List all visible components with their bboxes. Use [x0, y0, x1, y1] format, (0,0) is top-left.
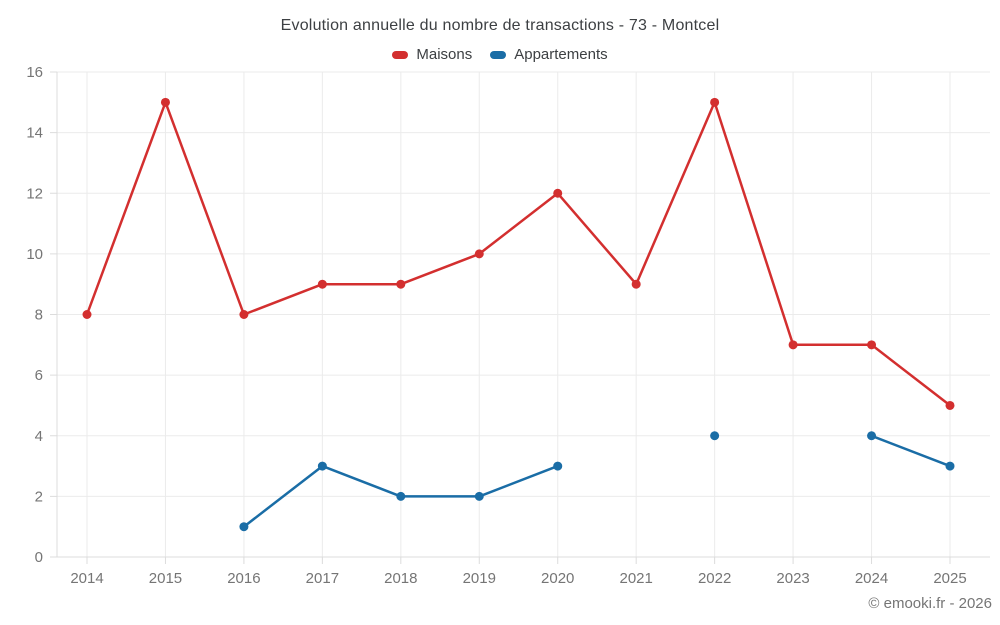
data-point-maisons-2021	[631, 279, 641, 289]
attribution-text: © emooki.fr - 2026	[868, 595, 992, 612]
data-point-maisons-2024	[867, 340, 877, 350]
y-tick-label: 4	[35, 428, 43, 445]
data-point-maisons-2014	[82, 310, 92, 319]
data-point-maisons-2017	[317, 279, 327, 289]
data-point-maisons-2023	[788, 340, 798, 350]
y-tick-label: 16	[26, 64, 43, 81]
y-tick-label: 0	[35, 549, 43, 566]
x-tick-label: 2020	[541, 570, 574, 587]
data-point-appartements-2024	[867, 431, 877, 441]
x-tick-label: 2017	[306, 570, 339, 587]
x-tick-label: 2019	[463, 570, 496, 587]
y-tick-label: 10	[26, 246, 43, 263]
data-point-maisons-2022	[710, 97, 720, 107]
data-point-maisons-2015	[160, 97, 170, 107]
y-tick-label: 2	[35, 488, 43, 505]
legend-item-maisons[interactable]: Maisons	[392, 46, 472, 63]
y-tick-label: 14	[26, 125, 43, 142]
x-tick-label: 2016	[227, 570, 260, 587]
data-point-maisons-2020	[553, 188, 563, 198]
x-tick-label: 2024	[855, 570, 888, 587]
series-line-appartements	[242, 434, 952, 528]
data-point-maisons-2018	[396, 279, 406, 289]
data-point-appartements-2022	[710, 431, 720, 441]
legend-swatch-maisons-icon	[392, 50, 409, 59]
legend-label-maisons: Maisons	[416, 46, 473, 63]
series-line-maisons	[85, 101, 952, 407]
data-point-maisons-2025	[945, 400, 955, 410]
x-tick-label: 2018	[384, 570, 417, 587]
x-tick-label: 2015	[149, 570, 182, 587]
data-point-appartements-2025	[945, 461, 955, 471]
chart-legend: Maisons Appartements	[0, 46, 1000, 63]
data-point-maisons-2016	[239, 310, 249, 319]
y-tick-label: 8	[35, 307, 43, 324]
legend-swatch-appartements-icon	[490, 50, 507, 59]
data-point-appartements-2020	[553, 461, 563, 471]
data-point-appartements-2016	[239, 522, 249, 532]
data-point-appartements-2017	[317, 461, 327, 471]
y-tick-label: 6	[35, 367, 43, 384]
legend-label-appartements: Appartements	[514, 46, 608, 63]
x-tick-label: 2021	[619, 570, 652, 587]
data-point-maisons-2019	[474, 249, 484, 259]
data-point-appartements-2018	[396, 491, 406, 501]
x-tick-label: 2022	[698, 570, 731, 587]
chart-title: Evolution annuelle du nombre de transact…	[280, 17, 720, 34]
legend-item-appartements[interactable]: Appartements	[490, 46, 608, 63]
x-tick-label: 2023	[776, 570, 809, 587]
x-tick-label: 2025	[933, 570, 966, 587]
y-tick-label: 12	[26, 185, 43, 202]
x-tick-label: 2014	[70, 570, 103, 587]
data-point-appartements-2019	[474, 491, 484, 501]
